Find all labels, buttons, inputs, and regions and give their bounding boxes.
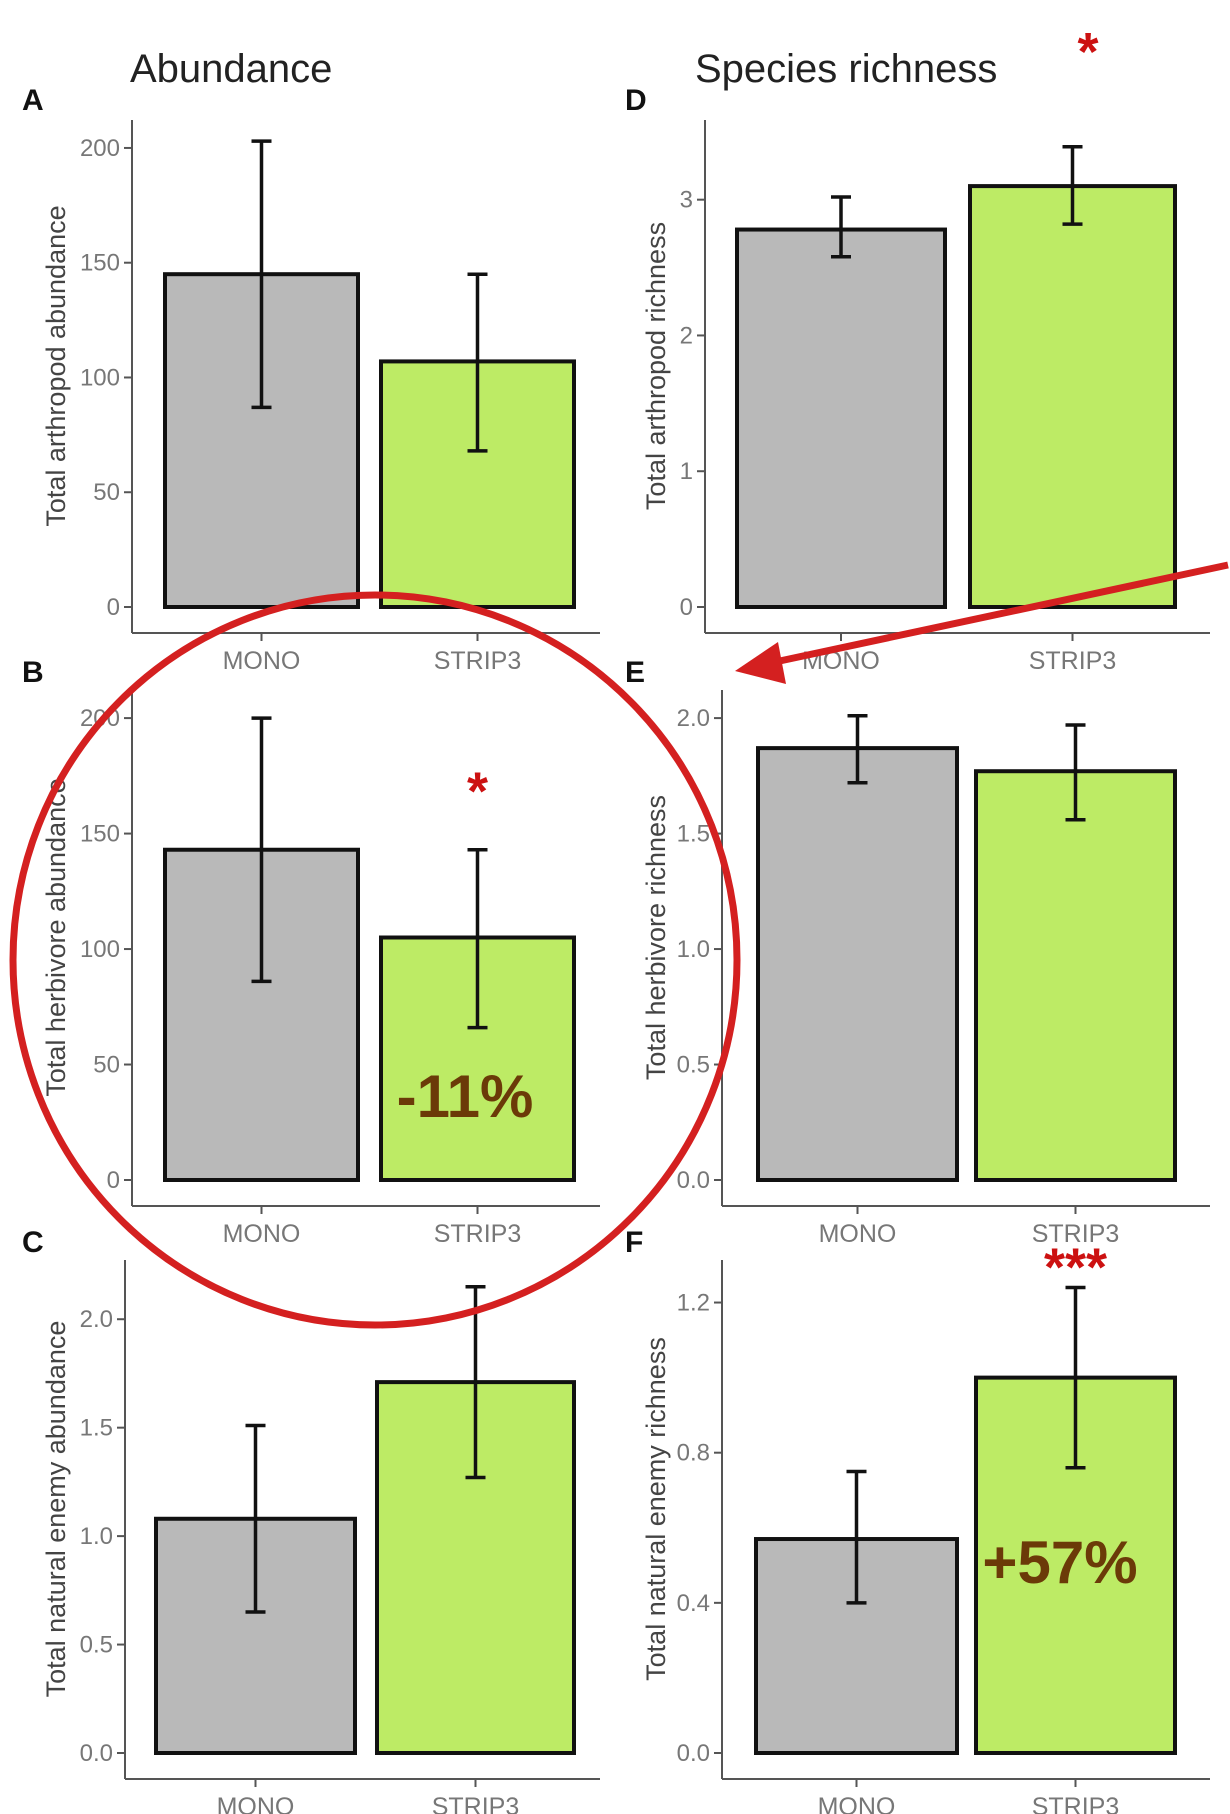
- y-axis-label-b: Total herbivore abundance: [41, 778, 71, 1096]
- panel-e: E Total herbivore richness 0.0 0.5 1.0 1.5 2.0…: [625, 656, 1210, 1248]
- panel-letter-a: A: [22, 84, 44, 117]
- y-tick-label: 1.0: [677, 936, 710, 963]
- y-tick-label: 1.5: [677, 821, 710, 848]
- y-tick-label: 0: [107, 594, 120, 621]
- x-tick-label-f-strip3: STRIP3: [1032, 1793, 1120, 1814]
- highlight-ring: [9, 591, 741, 1329]
- y-tick-label: 3: [680, 187, 693, 214]
- y-tick-label: 2.0: [80, 1306, 113, 1333]
- y-tick-label: 1.5: [80, 1415, 113, 1442]
- panel-letter-d: D: [625, 84, 647, 117]
- panel-f: F Total natural enemy richness 0.0 0.4 0.8 1.…: [625, 1226, 1210, 1814]
- y-axis-label-c: Total natural enemy abundance: [41, 1321, 71, 1698]
- bar-d-strip3: [968, 184, 1177, 609]
- y-tick-label: 0.4: [677, 1590, 710, 1617]
- y-tick-label: 50: [93, 1052, 120, 1079]
- percent-change-f: +57%: [982, 1529, 1137, 1596]
- bar-d-mono: [735, 227, 947, 609]
- panel-a: A Total arthropod abundance 0 50 100 150 200 MO…: [22, 84, 600, 675]
- y-tick-label: 50: [93, 479, 120, 506]
- y-tick-label: 200: [80, 135, 120, 162]
- significance-marker-b: *: [467, 762, 488, 822]
- y-tick-label: 150: [80, 821, 120, 848]
- y-axis-label-a: Total arthropod abundance: [41, 205, 71, 526]
- panel-letter-c: C: [22, 1226, 44, 1259]
- y-axis-label-d: Total arthropod richness: [641, 222, 671, 510]
- bar-e-strip3: [974, 769, 1177, 1182]
- y-tick-label: 2.0: [677, 705, 710, 732]
- x-tick-label-a-strip3: STRIP3: [434, 647, 522, 675]
- overlays: -11% +57%: [9, 561, 1229, 1596]
- y-tick-label: 0.0: [677, 1740, 710, 1767]
- percent-change-b: -11%: [397, 1063, 534, 1130]
- y-axis-label-e: Total herbivore richness: [641, 795, 671, 1080]
- y-tick-label: 100: [80, 364, 120, 391]
- y-tick-label: 0.0: [677, 1167, 710, 1194]
- column-title-significance-marker: *: [1077, 22, 1098, 82]
- y-axis-label-f: Total natural enemy richness: [641, 1337, 671, 1681]
- x-tick-label-c-strip3: STRIP3: [432, 1793, 520, 1814]
- x-tick-label-b-mono: MONO: [223, 1220, 301, 1248]
- x-tick-label-e-mono: MONO: [819, 1220, 897, 1248]
- highlight-arrow-head: [735, 642, 786, 684]
- bar-e-mono: [756, 746, 959, 1182]
- x-tick-label-d-strip3: STRIP3: [1029, 647, 1117, 675]
- x-tick-label-b-strip3: STRIP3: [434, 1220, 522, 1248]
- significance-marker-f: ***: [1044, 1238, 1107, 1298]
- panel-c: C Total natural enemy abundance 0.0 0.5 1.0 1…: [22, 1226, 600, 1814]
- y-tick-label: 1: [680, 458, 693, 485]
- y-tick-label: 1.0: [80, 1523, 113, 1550]
- highlight-arrow-shaft: [774, 561, 1229, 666]
- y-tick-label: 0.8: [677, 1440, 710, 1467]
- x-tick-label-c-mono: MONO: [217, 1793, 295, 1814]
- y-tick-label: 0: [680, 594, 693, 621]
- column-title-species-richness: Species richness: [695, 47, 997, 91]
- y-tick-label: 1.2: [677, 1290, 710, 1317]
- panel-letter-f: F: [625, 1226, 643, 1259]
- x-tick-label-a-mono: MONO: [223, 647, 301, 675]
- y-tick-label: 0.5: [80, 1632, 113, 1659]
- y-tick-label: 0: [107, 1167, 120, 1194]
- y-tick-label: 150: [80, 250, 120, 277]
- panel-letter-b: B: [22, 656, 44, 689]
- y-tick-label: 2: [680, 322, 693, 349]
- x-tick-label-e-strip3: STRIP3: [1032, 1220, 1120, 1248]
- y-tick-label: 100: [80, 936, 120, 963]
- x-tick-label-f-mono: MONO: [818, 1793, 896, 1814]
- y-tick-label: 0.5: [677, 1052, 710, 1079]
- panel-letter-e: E: [625, 656, 645, 689]
- column-title-abundance: Abundance: [130, 47, 332, 91]
- y-tick-label: 0.0: [80, 1740, 113, 1767]
